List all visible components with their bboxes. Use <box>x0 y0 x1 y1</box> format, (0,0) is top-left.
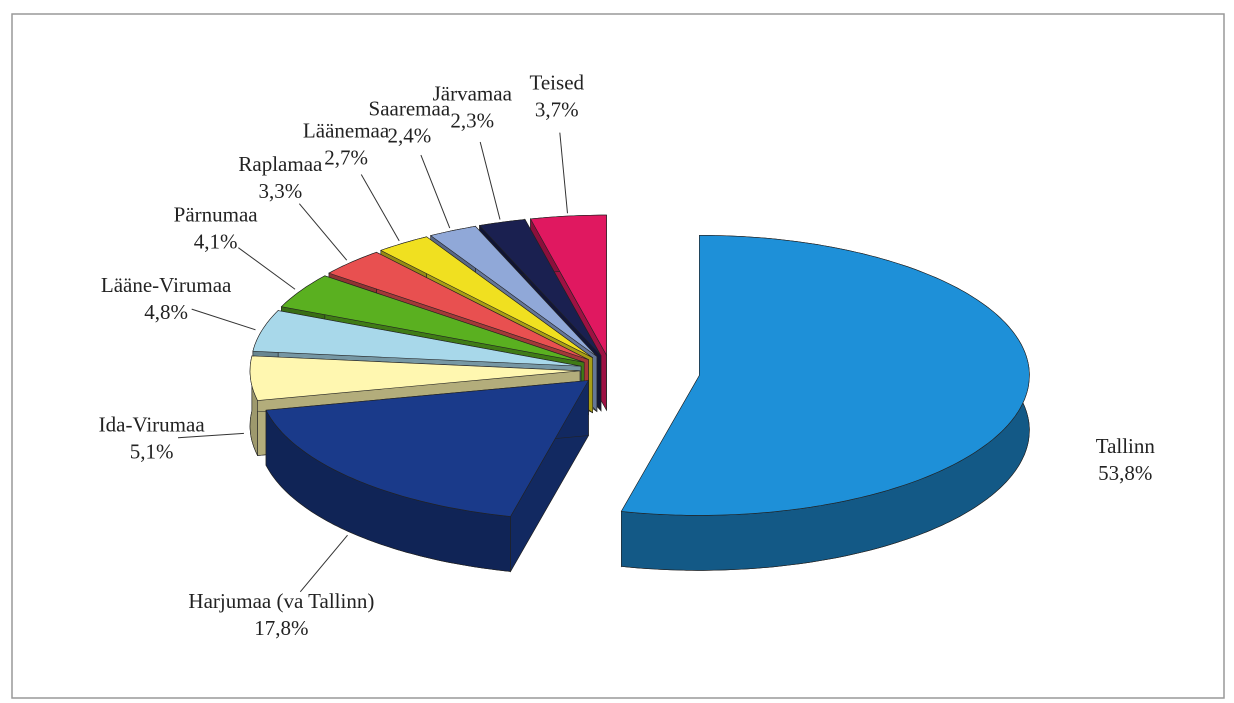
data-label: 5,1% <box>130 439 174 463</box>
slice <box>478 219 602 356</box>
slice <box>328 251 589 360</box>
data-label: 2,7% <box>324 146 368 170</box>
data-label: 2,4% <box>387 123 431 147</box>
category-label: Teised <box>530 71 585 95</box>
leader-line <box>559 132 568 214</box>
category-label: Tallinn <box>1096 434 1156 458</box>
slice <box>280 275 585 363</box>
slice <box>430 225 598 357</box>
leader-line <box>360 174 400 242</box>
slice <box>265 380 590 517</box>
slice <box>620 235 1030 516</box>
leader-line <box>177 432 244 439</box>
slice <box>249 355 581 401</box>
category-label: Pärnumaa <box>174 203 259 227</box>
leader-line <box>238 247 296 290</box>
category-label: Läänemaa <box>303 119 390 143</box>
slice <box>530 214 607 357</box>
category-label: Järvamaa <box>433 81 513 105</box>
leader-line <box>420 154 451 229</box>
category-label: Raplamaa <box>238 152 323 176</box>
leader-line <box>479 141 501 220</box>
slice <box>380 236 593 358</box>
leader-line <box>298 203 348 261</box>
data-label: 4,1% <box>194 230 238 254</box>
data-label: 3,3% <box>259 179 303 203</box>
data-label: 53,8% <box>1098 461 1152 485</box>
slice <box>252 310 582 367</box>
category-label: Harjumaa (va Tallinn) <box>188 589 374 613</box>
data-label: 4,8% <box>144 300 188 324</box>
category-label: Saaremaa <box>369 96 451 120</box>
leader-line <box>299 534 348 593</box>
leader-line <box>191 308 256 331</box>
data-label: 17,8% <box>254 616 308 640</box>
data-label: 2,3% <box>450 108 494 132</box>
data-label: 3,7% <box>535 98 579 122</box>
category-label: Lääne-Virumaa <box>101 273 232 297</box>
category-label: Ida-Virumaa <box>99 412 206 436</box>
